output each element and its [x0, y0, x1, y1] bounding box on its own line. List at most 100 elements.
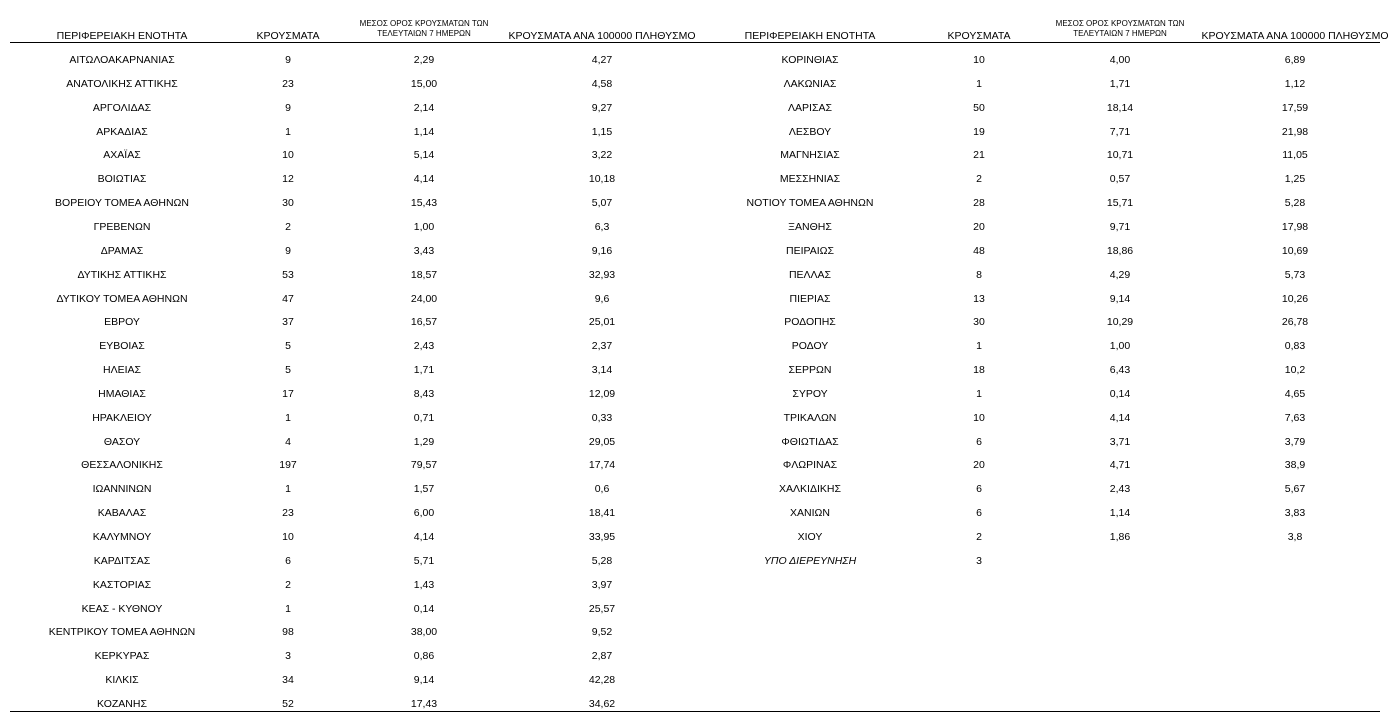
table-cell: 20 [973, 220, 985, 233]
table-cell: 10 [973, 54, 985, 66]
table-cell: 16,57 [410, 316, 438, 329]
table-cell: 10,29 [1106, 316, 1134, 329]
table-cell: 34 [282, 674, 294, 687]
table-cell: 1,71 [1109, 77, 1131, 90]
region-name: ΔΥΤΙΚΗΣ ΑΤΤΙΚΗΣ [77, 268, 167, 281]
table-cell: 15,00 [410, 77, 438, 90]
region-name: ΚΑΣΤΟΡΙΑΣ [92, 578, 152, 591]
table-cell: 4 [285, 435, 291, 448]
table-cell: 9 [285, 244, 291, 257]
table-cell: 18 [973, 364, 985, 377]
table-cell: 10 [282, 531, 294, 543]
table-cell: 10,71 [1106, 149, 1134, 162]
region-name: ΕΥΒΟΙΑΣ [99, 340, 145, 353]
region-name: ΠΙΕΡΙΑΣ [789, 292, 831, 305]
table-cell: 5,28 [1284, 197, 1306, 210]
table-cell: 18,41 [588, 507, 616, 520]
table-cell: 3,97 [591, 578, 613, 591]
table-cell: 17,59 [1281, 101, 1309, 114]
region-name: ΚΑΛΥΜΝΟΥ [92, 531, 152, 543]
region-name: ΧΙΟΥ [797, 531, 823, 543]
region-name: ΙΩΑΝΝΙΝΩΝ [92, 483, 152, 496]
region-name: ΒΟΙΩΤΙΑΣ [97, 173, 147, 186]
table-cell: 1,14 [413, 125, 435, 138]
region-name: ΚΟΡΙΝΘΙΑΣ [781, 54, 839, 66]
region-name: ΕΒΡΟΥ [104, 316, 140, 329]
region-name: ΧΑΛΚΙΔΙΚΗΣ [779, 483, 841, 496]
region-name: ΘΕΣΣΑΛΟΝΙΚΗΣ [81, 459, 163, 472]
region-name: ΑΧΑΪΑΣ [103, 149, 141, 162]
region-name: ΚΑΡΔΙΤΣΑΣ [93, 554, 151, 567]
table-cell: 6,89 [1284, 54, 1306, 66]
table-cell: 2 [285, 220, 291, 233]
table-cell: 3,22 [591, 149, 613, 162]
table-cell: 0,57 [1109, 173, 1131, 186]
table-cell: 2,14 [413, 101, 435, 114]
table-cell: 9,6 [594, 292, 610, 305]
header-rule [10, 42, 1380, 43]
table-cell: 52 [282, 697, 294, 710]
column-header: ΚΡΟΥΣΜΑΤΑ [947, 30, 1011, 42]
table-cell: 25,57 [588, 602, 616, 615]
table-cell: 28 [973, 197, 985, 210]
table-cell: 1 [976, 387, 982, 400]
region-name: ΔΡΑΜΑΣ [100, 244, 144, 257]
table-cell: 9 [285, 101, 291, 114]
table-cell: 10,2 [1284, 364, 1306, 377]
table-cell: 8 [976, 268, 982, 281]
table-cell: 17 [282, 387, 294, 400]
region-name: ΝΟΤΙΟΥ ΤΟΜΕΑ ΑΘΗΝΩΝ [746, 197, 874, 210]
table-cell: 1,29 [413, 435, 435, 448]
table-cell: 3,71 [1109, 435, 1131, 448]
table-cell: 24,00 [410, 292, 438, 305]
region-name: ΛΕΣΒΟΥ [788, 125, 832, 138]
table-cell: 32,93 [588, 268, 616, 281]
table-cell: 12 [282, 173, 294, 186]
table-cell: 0,14 [1109, 387, 1131, 400]
table-cell: 4,65 [1284, 387, 1306, 400]
table-cell: 15,43 [410, 197, 438, 210]
table-cell: 4,14 [413, 531, 435, 543]
table-cell: 3,79 [1284, 435, 1306, 448]
table-cell: 6,00 [413, 507, 435, 520]
region-name: ΚΕΡΚΥΡΑΣ [94, 650, 150, 663]
table-cell: 17,74 [588, 459, 616, 472]
table-cell: 4,29 [1109, 268, 1131, 281]
table-cell: 3 [976, 554, 982, 567]
table-cell: 1 [285, 602, 291, 615]
table-cell: 9,71 [1109, 220, 1131, 233]
region-name: ΛΑΡΙΣΑΣ [788, 101, 832, 114]
table-cell: 5,14 [413, 149, 435, 162]
region-name: ΠΕΙΡΑΙΩΣ [786, 244, 834, 257]
column-header: ΜΕΣΟΣ ΟΡΟΣ ΚΡΟΥΣΜΑΤΩΝ ΤΩΝ ΤΕΛΕΥΤΑΙΩΝ 7 Η… [1055, 19, 1185, 38]
table-cell: 1 [285, 483, 291, 496]
table-cell: 7,63 [1284, 411, 1306, 424]
table-cell: 4,14 [1109, 411, 1131, 424]
table-cell: 5 [285, 340, 291, 353]
table-cell: 9,14 [1109, 292, 1131, 305]
table-cell: 1,71 [413, 364, 435, 377]
region-name: ΛΑΚΩΝΙΑΣ [783, 77, 837, 90]
region-name: ΑΙΤΩΛΟΑΚΑΡΝΑΝΙΑΣ [69, 54, 175, 66]
column-header: ΚΡΟΥΣΜΑΤΑ ΑΝΑ 100000 ΠΛΗΘΥΣΜΟ [508, 30, 696, 42]
region-name: ΜΑΓΝΗΣΙΑΣ [780, 149, 840, 162]
table-cell: 53 [282, 268, 294, 281]
column-header: ΠΕΡΙΦΕΡΕΙΑΚΗ ΕΝΟΤΗΤΑ [744, 30, 876, 42]
table-cell: 7,71 [1109, 125, 1131, 138]
table-cell: 6,3 [594, 220, 610, 233]
table-cell: 5,67 [1284, 483, 1306, 496]
table-cell: 11,05 [1282, 149, 1308, 162]
table-cell: 26,78 [1281, 316, 1309, 329]
table-cell: 0,86 [413, 650, 435, 663]
table-cell: 2,43 [1109, 483, 1131, 496]
table-cell: 3 [285, 650, 291, 663]
region-name: ΣΕΡΡΩΝ [788, 364, 832, 377]
table-cell: 0,71 [413, 411, 435, 424]
table-cell: 4,27 [591, 54, 613, 66]
bottom-rule [10, 711, 1380, 712]
table-cell: 6 [976, 507, 982, 520]
table-cell: 4,71 [1109, 459, 1131, 472]
table-cell: 10 [973, 411, 985, 424]
region-name: ΚΕΑΣ - ΚΥΘΝΟΥ [81, 602, 163, 615]
region-name: ΥΠΟ ΔΙΕΡΕΥΝΗΣΗ [763, 554, 857, 567]
